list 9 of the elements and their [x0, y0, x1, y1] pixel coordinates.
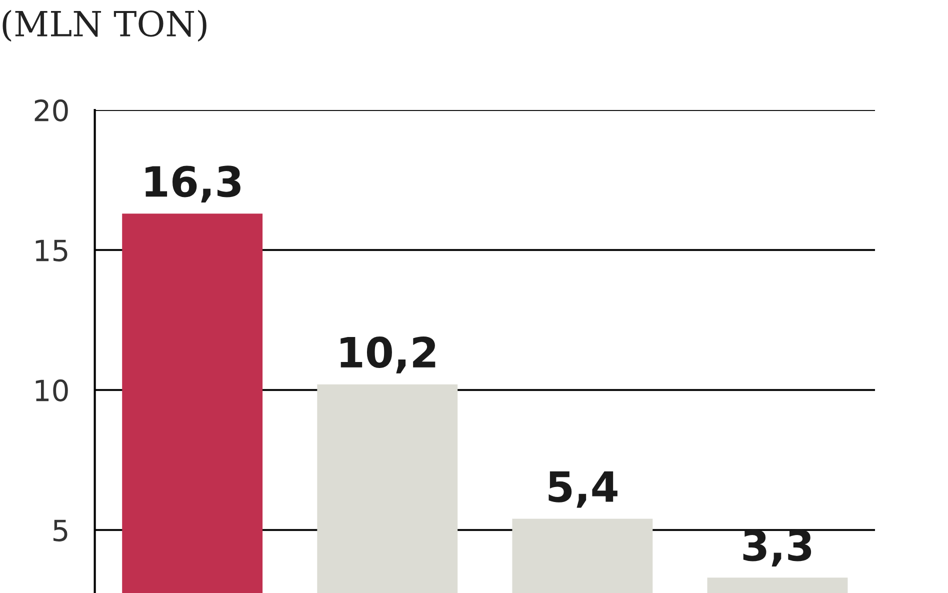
y-tick-label: 20 — [34, 99, 68, 122]
data-label: 10,2 — [340, 336, 436, 374]
data-label: 3,3 — [743, 530, 812, 567]
y-tick-label: 5 — [53, 520, 68, 542]
data-label: 16,3 — [146, 166, 240, 203]
chart-title: (MLN TON) — [2, 10, 206, 42]
data-label: 5,4 — [548, 471, 618, 508]
y-tick-label: 15 — [36, 240, 68, 262]
y-tick-label: 10 — [36, 379, 68, 402]
